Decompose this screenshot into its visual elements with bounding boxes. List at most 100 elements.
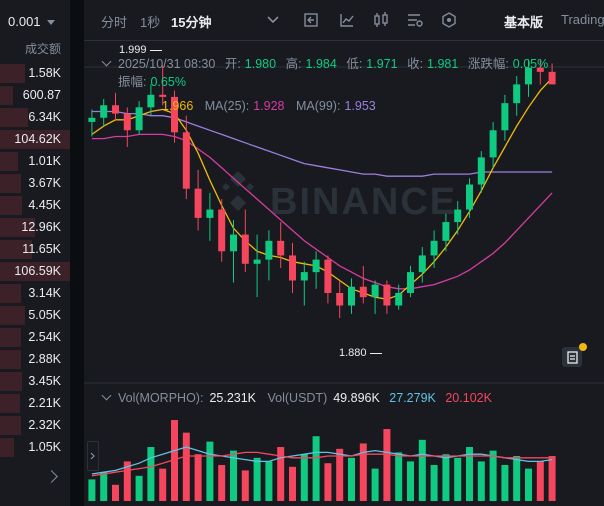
volume-row: 6.34K	[0, 107, 70, 128]
ma25-label: MA(25):	[205, 99, 249, 113]
depth-bar	[0, 196, 22, 215]
volume-row: 4.45K	[0, 195, 70, 216]
volume-row: 2.21K	[0, 393, 70, 414]
volume-row: 5.05K	[0, 305, 70, 326]
volume-value: 6.34K	[28, 110, 61, 124]
volume-bar	[301, 454, 308, 501]
candle-body	[100, 105, 107, 118]
volume-bar	[242, 470, 249, 501]
volume-value: 600.87	[23, 88, 61, 102]
candle-body	[195, 189, 202, 218]
chevron-right-icon	[88, 442, 98, 470]
interval-time[interactable]: 分时	[101, 12, 127, 31]
volume-value: 1.01K	[28, 154, 61, 168]
chevron-right-icon[interactable]	[45, 470, 58, 483]
high-label: 高:	[286, 57, 302, 71]
draw-tool-button[interactable]	[562, 347, 582, 367]
volume-value: 3.67K	[28, 176, 61, 190]
volume-row: 600.87	[0, 85, 70, 106]
candlestick-icon[interactable]	[372, 11, 390, 29]
ohlc-row: 2025/10/31 08:30 开:1.980 高:1.984 低:1.971…	[103, 53, 548, 72]
high-annotation-value: 1.999	[119, 44, 147, 56]
volume-bar	[513, 456, 520, 501]
change-value: 0.05%	[513, 57, 548, 71]
candle-body	[549, 72, 556, 85]
volume-row: 1.58K	[0, 63, 70, 84]
tradingview-tab[interactable]: Trading	[561, 12, 604, 27]
volume-bar	[183, 433, 190, 501]
candle-body	[431, 241, 438, 256]
candle-body	[360, 287, 367, 297]
volume-row: 12.96K	[0, 217, 70, 238]
interval-1s[interactable]: 1秒	[140, 12, 160, 31]
volume-value: 104.62K	[14, 132, 61, 146]
candle-body	[301, 272, 308, 280]
vol-ma10-value: 20.102K	[445, 391, 492, 405]
candle-body	[206, 210, 213, 218]
candle-body	[289, 255, 296, 280]
expand-panel-button[interactable]	[87, 441, 99, 471]
volume-row: 11.65K	[0, 239, 70, 260]
high-value: 1.984	[306, 57, 337, 71]
open-value: 1.980	[245, 57, 276, 71]
volume-info-row: Vol(MORPHO):25.231K Vol(USDT)49.896K 27.…	[103, 391, 492, 405]
volume-value: 3.45K	[28, 374, 61, 388]
candle-body	[88, 118, 95, 122]
depth-bar	[0, 86, 13, 105]
ma-row: 1.966 MA(25):1.928 MA(99):1.953	[162, 99, 376, 113]
depth-bar	[0, 306, 25, 325]
candle-body	[183, 132, 190, 188]
notification-dot	[579, 343, 587, 351]
low-value: 1.971	[366, 57, 397, 71]
volume-bar	[348, 458, 355, 501]
volume-row: 2.88K	[0, 349, 70, 370]
volume-bar	[265, 461, 272, 501]
candle-body	[313, 260, 320, 273]
volume-value: 3.14K	[28, 286, 61, 300]
volume-bar	[100, 472, 107, 501]
volume-row: 3.14K	[0, 283, 70, 304]
volume-bar	[147, 447, 154, 501]
volume-bar	[159, 469, 166, 501]
high-annotation: 1.999	[119, 44, 162, 56]
volume-layer	[88, 420, 555, 501]
volume-row: 3.67K	[0, 173, 70, 194]
volume-bar	[313, 436, 320, 501]
volume-row: 106.59K	[0, 261, 70, 282]
basic-view-tab[interactable]: 基本版	[504, 12, 543, 31]
close-value: 1.981	[427, 57, 458, 71]
candle-body	[442, 222, 449, 241]
depth-bar	[0, 108, 28, 127]
vol-value: 25.231K	[209, 391, 256, 405]
volume-value: 2.54K	[28, 330, 61, 344]
volume-row: 2.32K	[0, 415, 70, 436]
volume-collapse-icon[interactable]	[102, 391, 112, 401]
collapse-icon[interactable]	[102, 57, 112, 67]
volume-value: 4.45K	[28, 198, 61, 212]
chart-line-icon[interactable]	[338, 11, 356, 29]
depth-bar	[0, 328, 21, 347]
chart-panel: 分时 1秒 15分钟 基本版 Trading BINANCE 2025/10	[84, 0, 604, 506]
volume-bar	[372, 469, 379, 501]
volume-bar	[407, 461, 414, 501]
candle-body	[466, 185, 473, 210]
chart-settings-icon[interactable]	[406, 11, 424, 29]
candle-body	[407, 272, 414, 293]
volume-bar	[501, 465, 508, 501]
candle-body	[230, 235, 237, 252]
candle-body	[265, 241, 272, 260]
open-label: 开:	[225, 57, 241, 71]
depth-icon[interactable]	[440, 11, 458, 29]
interval-15m[interactable]: 15分钟	[171, 12, 211, 31]
candle-body	[324, 260, 331, 293]
vol-ma5-value: 27.279K	[389, 391, 436, 405]
candle-body	[501, 103, 508, 130]
ma99-label: MA(99):	[296, 99, 340, 113]
kline-chart[interactable]: BINANCE 2025/10/31 08:30 开:1.980 高:1.984…	[84, 41, 604, 506]
volume-row: 1.05K	[0, 437, 70, 458]
precision-select[interactable]: 0.001	[8, 14, 55, 29]
chevron-down-icon[interactable]	[264, 11, 282, 29]
volume-bar	[454, 458, 461, 501]
volume-row: 1.01K	[0, 151, 70, 172]
indicator-settings-icon[interactable]	[302, 11, 320, 29]
